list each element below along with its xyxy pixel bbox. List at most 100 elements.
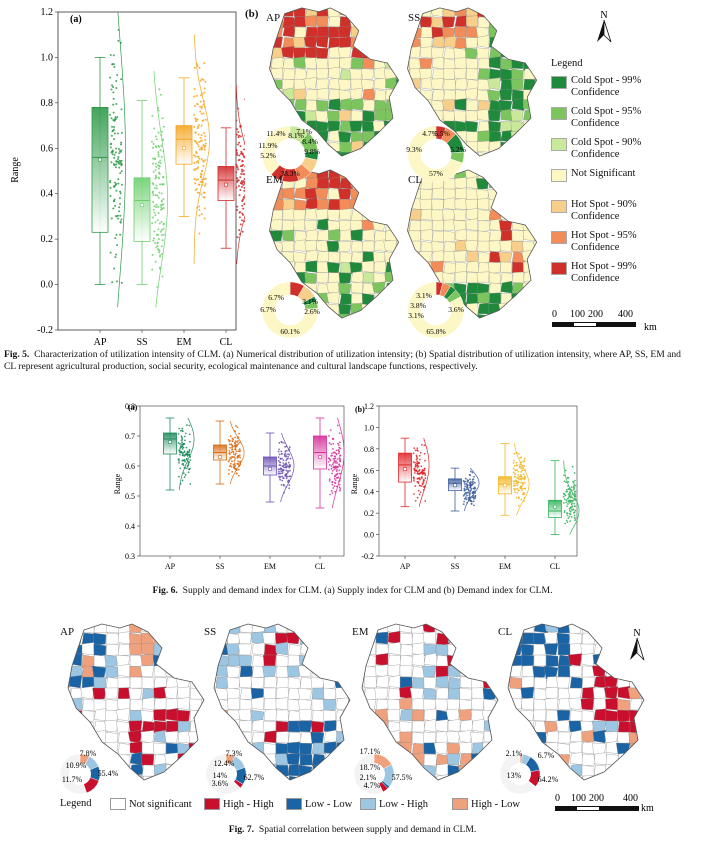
pie-hole (420, 138, 452, 170)
scale-tick: 0 (555, 793, 560, 804)
county-region (269, 35, 274, 48)
data-point (514, 491, 517, 493)
county-region (466, 260, 480, 273)
data-point (113, 65, 116, 68)
data-point (199, 105, 202, 108)
county-region (511, 98, 525, 111)
county-region (569, 775, 584, 780)
data-point (119, 214, 122, 217)
county-region (568, 697, 583, 711)
county-region (129, 698, 143, 711)
data-point (279, 468, 281, 471)
box (133, 177, 151, 242)
county-region (153, 708, 167, 722)
data-point (572, 511, 575, 514)
data-point (196, 118, 199, 121)
pie-label: 3.1% (302, 297, 318, 306)
county-region (294, 98, 308, 111)
county-region (395, 120, 399, 134)
county-region (641, 742, 644, 757)
legend-label: High - Low (471, 798, 520, 810)
county-region (409, 119, 422, 132)
data-point (284, 452, 287, 455)
data-point (181, 429, 184, 432)
county-region (227, 697, 241, 711)
county-region (335, 775, 349, 780)
county-region (116, 775, 131, 780)
county-region (141, 676, 155, 690)
county-region (215, 687, 229, 701)
county-region (495, 643, 498, 656)
county-region (396, 208, 399, 221)
data-point (113, 156, 116, 159)
county-region (346, 663, 350, 678)
county-region (304, 239, 318, 252)
data-point (335, 465, 337, 468)
pie-label: 64.2% (538, 775, 559, 784)
data-point (115, 102, 118, 105)
y-tick-label: 0.6 (364, 466, 374, 475)
data-point (466, 485, 468, 487)
county-region (334, 762, 349, 777)
data-point (335, 470, 338, 473)
county-region (569, 741, 583, 755)
county-region (105, 632, 120, 645)
data-point (195, 94, 198, 97)
county-region (310, 632, 325, 645)
region-outline (213, 623, 351, 781)
county-region (141, 764, 157, 777)
data-point (120, 149, 123, 152)
data-point (228, 459, 231, 461)
county-region (567, 687, 583, 700)
data-point (513, 475, 516, 478)
county-region (275, 676, 291, 689)
data-point (200, 147, 203, 150)
county-region (581, 632, 596, 645)
county-region (93, 676, 107, 689)
data-point (188, 449, 191, 452)
county-region (489, 282, 502, 295)
data-point (231, 448, 234, 451)
county-region (446, 698, 461, 711)
data-point (421, 477, 423, 479)
county-region (93, 720, 109, 733)
data-point (151, 253, 154, 256)
county-region (303, 77, 318, 90)
county-region (458, 764, 473, 777)
caption-label: Fig. 5. (4, 349, 30, 360)
county-region (311, 641, 326, 656)
county-region (432, 89, 445, 101)
data-point (519, 457, 522, 459)
data-point (154, 168, 157, 171)
county-region (383, 169, 397, 179)
county-region (269, 110, 272, 123)
county-region (362, 282, 375, 296)
county-region (569, 751, 584, 766)
data-point (183, 443, 186, 445)
county-region (395, 261, 399, 274)
county-region (500, 314, 515, 319)
data-point (160, 200, 163, 203)
scatter-points (235, 98, 245, 239)
data-point (161, 117, 164, 120)
data-point (573, 502, 576, 505)
county-region (521, 37, 535, 49)
county-region (408, 270, 421, 284)
data-point (514, 479, 517, 482)
data-point (515, 482, 518, 485)
county-region (251, 642, 266, 656)
data-point (569, 520, 572, 523)
county-region (373, 109, 387, 122)
data-point (333, 455, 336, 458)
county-region (533, 218, 537, 231)
data-point (523, 478, 526, 481)
data-point (523, 492, 526, 494)
data-point (423, 468, 426, 470)
data-point (193, 95, 196, 98)
data-point (572, 480, 574, 483)
data-point (184, 453, 187, 456)
county-region (483, 654, 497, 668)
data-point (115, 160, 118, 163)
county-region (592, 687, 607, 700)
mean-marker (98, 157, 102, 162)
